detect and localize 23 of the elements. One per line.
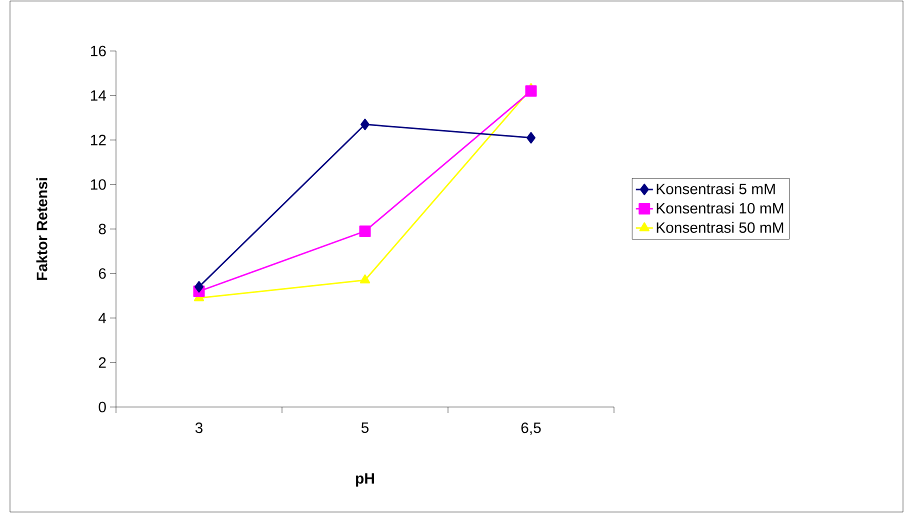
point xyxy=(526,132,536,144)
y-tick-label: 6 xyxy=(98,268,106,279)
y-tick-label: 0 xyxy=(98,402,106,412)
point xyxy=(360,274,370,284)
point xyxy=(359,225,371,237)
point xyxy=(194,281,204,293)
y-tick-label: 4 xyxy=(98,312,106,324)
y-tick-label: 8 xyxy=(98,224,106,234)
y-axis-title: Faktor Retensi xyxy=(36,178,48,280)
legend-label: Konsentrasi 10 mM xyxy=(656,202,784,214)
y-tick-label: 10 xyxy=(91,179,106,190)
x-axis-title: pH xyxy=(356,473,374,487)
y-tick-label: 16 xyxy=(91,46,106,56)
y-tick-label: 14 xyxy=(91,90,106,101)
legend-label: Konsentrasi 5 mM xyxy=(656,183,775,194)
point xyxy=(525,85,537,97)
x-tick-label: 6,5 xyxy=(521,422,541,435)
y-tick-label: 12 xyxy=(91,134,106,146)
point xyxy=(360,118,370,130)
y-tick-label: 2 xyxy=(98,357,106,368)
x-tick-label: 3 xyxy=(195,422,202,434)
x-tick-label: 5 xyxy=(361,422,369,433)
legend-label: Konsentrasi 50 mM xyxy=(656,222,784,233)
